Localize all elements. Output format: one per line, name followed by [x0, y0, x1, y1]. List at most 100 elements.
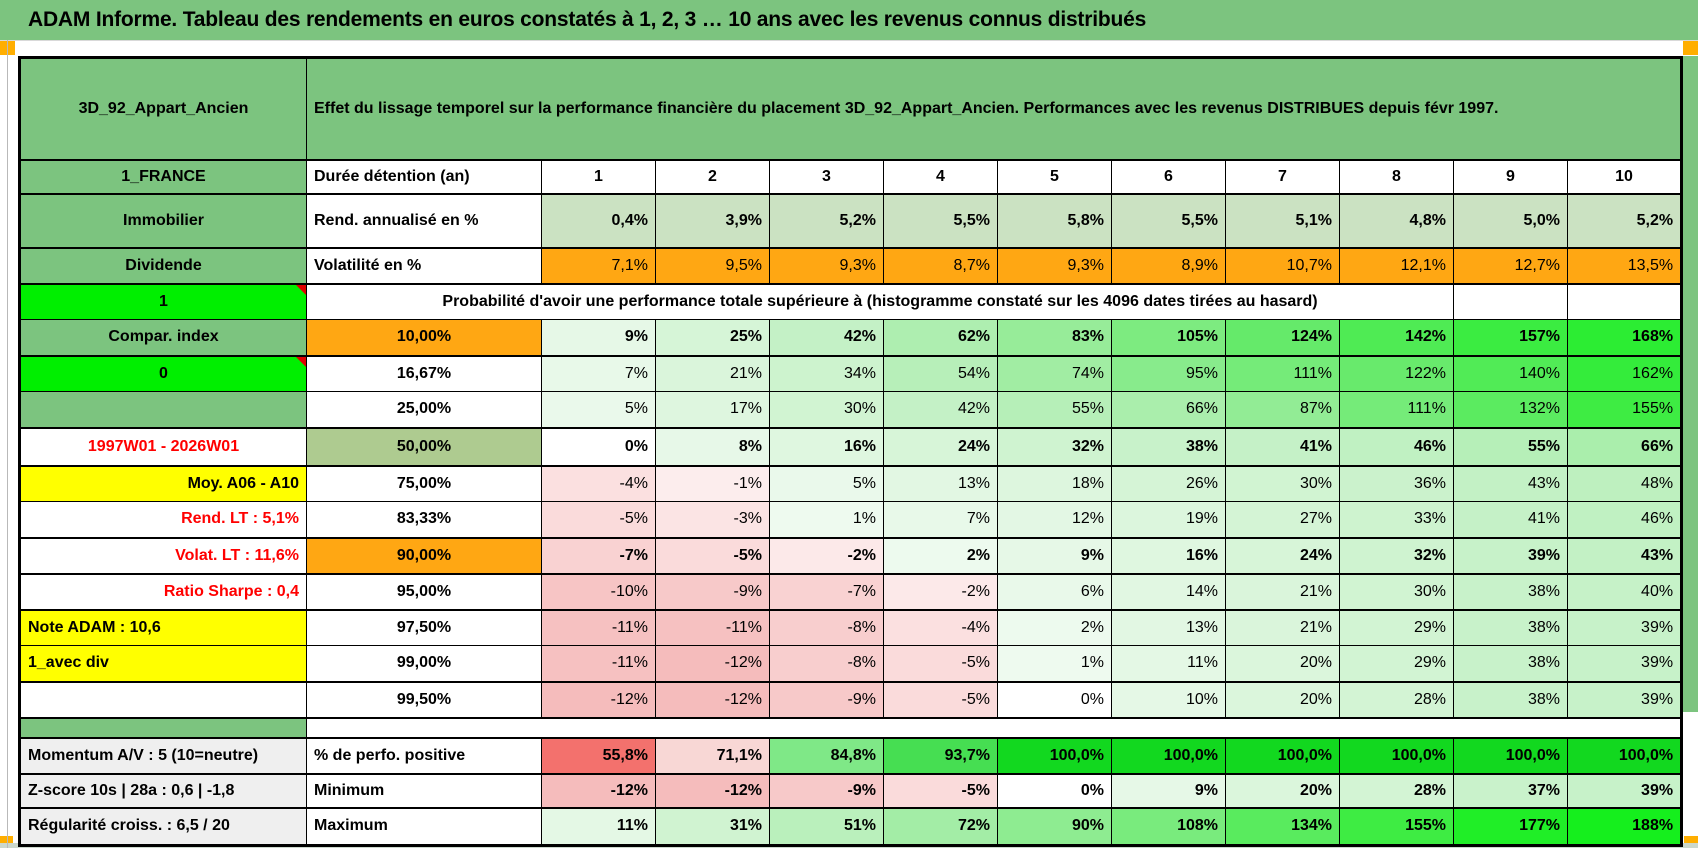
row-label-cell[interactable]: Immobilier — [19, 193, 307, 249]
value-cell[interactable]: -7% — [541, 537, 656, 575]
value-cell[interactable]: -11% — [655, 609, 770, 646]
value-cell[interactable]: 100,0% — [997, 737, 1112, 775]
value-cell[interactable]: 25% — [655, 319, 770, 357]
row-label-cell[interactable]: 1 — [19, 283, 307, 320]
value-cell[interactable]: 16% — [769, 427, 884, 467]
value-cell[interactable]: 5,0% — [1453, 193, 1568, 249]
value-cell[interactable]: 90% — [997, 807, 1112, 847]
value-cell[interactable]: -2% — [883, 573, 998, 611]
value-cell[interactable]: 5,2% — [769, 193, 884, 249]
value-cell[interactable]: 21% — [1225, 573, 1340, 611]
value-cell[interactable]: 27% — [1225, 501, 1340, 539]
value-cell[interactable]: -5% — [541, 501, 656, 539]
value-cell[interactable]: 11% — [541, 807, 656, 847]
value-cell[interactable]: -10% — [541, 573, 656, 611]
value-cell[interactable]: 16% — [1111, 537, 1226, 575]
metric-label-cell[interactable]: Maximum — [306, 807, 542, 847]
value-cell[interactable]: 38% — [1111, 427, 1226, 467]
row-label-cell[interactable]: Moy. A06 - A10 — [19, 465, 307, 502]
value-cell[interactable]: 12,7% — [1453, 247, 1568, 285]
year-header-cell[interactable]: 5 — [997, 159, 1112, 195]
value-cell[interactable]: -4% — [541, 465, 656, 502]
value-cell[interactable]: 30% — [1339, 573, 1454, 611]
value-cell[interactable]: 30% — [769, 391, 884, 429]
value-cell[interactable]: -12% — [541, 681, 656, 719]
metric-label-cell[interactable]: Durée détention (an) — [306, 159, 542, 195]
value-cell[interactable]: 9,3% — [769, 247, 884, 285]
value-cell[interactable]: 2% — [997, 609, 1112, 646]
value-cell[interactable]: 38% — [1453, 573, 1568, 611]
value-cell[interactable]: 39% — [1453, 537, 1568, 575]
sheet-description-cell[interactable]: Effet du lissage temporel sur la perform… — [305, 57, 1683, 161]
value-cell[interactable]: 41% — [1453, 501, 1568, 539]
value-cell[interactable]: 37% — [1453, 773, 1568, 809]
value-cell[interactable]: 39% — [1566, 645, 1683, 683]
value-cell[interactable]: 9% — [541, 319, 656, 357]
value-cell[interactable]: 13% — [883, 465, 998, 502]
metric-label-cell[interactable]: 25,00% — [306, 391, 542, 429]
row-label-cell[interactable]: Momentum A/V : 5 (10=neutre) — [19, 737, 307, 775]
value-cell[interactable]: -5% — [883, 773, 998, 809]
value-cell[interactable]: 42% — [769, 319, 884, 357]
row-label-cell[interactable] — [19, 391, 307, 429]
value-cell[interactable]: 42% — [883, 391, 998, 429]
value-cell[interactable]: -11% — [541, 645, 656, 683]
value-cell[interactable]: 87% — [1225, 391, 1340, 429]
product-name-cell[interactable]: 3D_92_Appart_Ancien — [19, 57, 307, 161]
value-cell[interactable]: 48% — [1566, 465, 1683, 502]
value-cell[interactable]: -9% — [769, 773, 884, 809]
value-cell[interactable]: 157% — [1453, 319, 1568, 357]
value-cell[interactable]: 20% — [1225, 645, 1340, 683]
value-cell[interactable]: 5% — [541, 391, 656, 429]
metric-label-cell[interactable]: 99,00% — [306, 645, 542, 683]
value-cell[interactable]: 95% — [1111, 355, 1226, 392]
value-cell[interactable]: 140% — [1453, 355, 1568, 392]
value-cell[interactable]: 13,5% — [1566, 247, 1683, 285]
value-cell[interactable]: 9% — [997, 537, 1112, 575]
value-cell[interactable]: 19% — [1111, 501, 1226, 539]
value-cell[interactable]: 66% — [1566, 427, 1683, 467]
value-cell[interactable]: 100,0% — [1111, 737, 1226, 775]
value-cell[interactable]: -11% — [541, 609, 656, 646]
value-cell[interactable]: 55,8% — [541, 737, 656, 775]
value-cell[interactable]: 46% — [1566, 501, 1683, 539]
value-cell[interactable]: 38% — [1453, 645, 1568, 683]
value-cell[interactable]: 84,8% — [769, 737, 884, 775]
value-cell[interactable]: 29% — [1339, 645, 1454, 683]
value-cell[interactable]: 32% — [1339, 537, 1454, 575]
value-cell[interactable]: 100,0% — [1453, 737, 1568, 775]
value-cell[interactable]: -1% — [655, 465, 770, 502]
value-cell[interactable]: 9,3% — [997, 247, 1112, 285]
value-cell[interactable]: -8% — [769, 645, 884, 683]
value-cell[interactable]: 51% — [769, 807, 884, 847]
value-cell[interactable]: -7% — [769, 573, 884, 611]
probability-span-cell[interactable]: Probabilité d'avoir une performance tota… — [306, 283, 1454, 320]
value-cell[interactable]: 9% — [1111, 773, 1226, 809]
value-cell[interactable]: 30% — [1225, 465, 1340, 502]
value-cell[interactable]: 5,5% — [883, 193, 998, 249]
value-cell[interactable]: 1% — [997, 645, 1112, 683]
value-cell[interactable]: -8% — [769, 609, 884, 646]
year-header-cell[interactable]: 9 — [1453, 159, 1568, 195]
value-cell[interactable]: 8,9% — [1111, 247, 1226, 285]
value-cell[interactable]: 46% — [1339, 427, 1454, 467]
value-cell[interactable]: 12,1% — [1339, 247, 1454, 285]
value-cell[interactable]: 100,0% — [1566, 737, 1683, 775]
metric-label-cell[interactable]: 83,33% — [306, 501, 542, 539]
value-cell[interactable]: 0% — [997, 773, 1112, 809]
value-cell[interactable]: 21% — [655, 355, 770, 392]
value-cell[interactable]: 5,1% — [1225, 193, 1340, 249]
value-cell[interactable]: -9% — [655, 573, 770, 611]
metric-label-cell[interactable]: 50,00% — [306, 427, 542, 467]
value-cell[interactable]: 93,7% — [883, 737, 998, 775]
value-cell[interactable]: 43% — [1566, 537, 1683, 575]
value-cell[interactable]: 39% — [1566, 773, 1683, 809]
value-cell[interactable]: 74% — [997, 355, 1112, 392]
value-cell[interactable]: 8,7% — [883, 247, 998, 285]
row-label-cell[interactable]: Ratio Sharpe : 0,4 — [19, 573, 307, 611]
value-cell[interactable]: 105% — [1111, 319, 1226, 357]
value-cell[interactable]: 13% — [1111, 609, 1226, 646]
row-label-cell[interactable]: 1_avec div — [19, 645, 307, 683]
row-label-cell[interactable]: 1997W01 - 2026W01 — [19, 427, 307, 467]
value-cell[interactable]: 39% — [1566, 681, 1683, 719]
